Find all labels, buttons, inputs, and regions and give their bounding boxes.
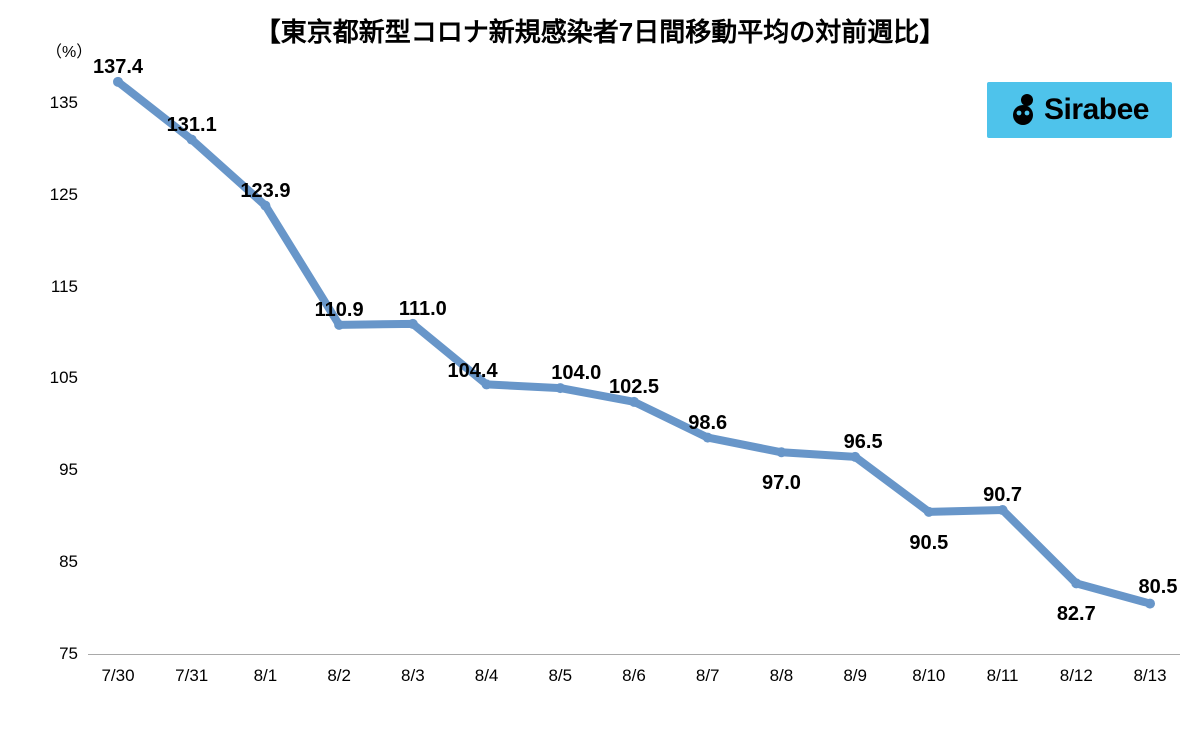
chart-container: 【東京都新型コロナ新規感染者7日間移動平均の対前週比】 （%） Sirabee … <box>0 0 1200 742</box>
x-tick-label: 8/6 <box>622 666 646 686</box>
data-point-label: 90.5 <box>909 532 948 555</box>
data-marker <box>776 447 786 457</box>
data-point-label: 110.9 <box>315 299 364 322</box>
data-marker <box>1145 599 1155 609</box>
y-tick-label: 95 <box>59 460 78 480</box>
data-point-label: 123.9 <box>240 180 290 203</box>
x-tick-label: 8/8 <box>770 666 794 686</box>
data-marker <box>924 507 934 517</box>
data-point-label: 98.6 <box>688 412 727 435</box>
data-point-label: 90.7 <box>983 484 1022 507</box>
y-axis-unit: （%） <box>46 38 92 62</box>
x-tick-label: 8/2 <box>327 666 351 686</box>
chart-title: 【東京都新型コロナ新規感染者7日間移動平均の対前週比】 <box>0 12 1200 49</box>
x-tick-label: 8/5 <box>548 666 572 686</box>
series-markers <box>113 77 1155 609</box>
data-point-label: 96.5 <box>844 431 883 454</box>
x-tick-label: 8/3 <box>401 666 425 686</box>
x-tick-label: 8/1 <box>254 666 278 686</box>
y-tick-label: 115 <box>51 277 78 297</box>
data-point-label: 131.1 <box>167 114 217 137</box>
y-tick-label: 105 <box>50 368 78 388</box>
data-point-label: 104.4 <box>448 360 498 383</box>
data-point-label: 104.0 <box>551 362 601 385</box>
series-polyline <box>118 82 1150 604</box>
data-point-label: 137.4 <box>93 56 143 79</box>
x-tick-label: 8/4 <box>475 666 499 686</box>
y-tick-label: 135 <box>50 93 78 113</box>
y-tick-label: 125 <box>50 185 78 205</box>
data-point-label: 97.0 <box>762 472 801 495</box>
x-tick-label: 8/9 <box>843 666 867 686</box>
x-tick-label: 8/12 <box>1060 666 1093 686</box>
data-marker <box>1071 578 1081 588</box>
y-tick-label: 85 <box>59 552 78 572</box>
data-point-label: 80.5 <box>1139 576 1178 599</box>
x-tick-label: 7/31 <box>175 666 208 686</box>
x-tick-label: 8/13 <box>1133 666 1166 686</box>
data-point-label: 82.7 <box>1057 603 1096 626</box>
data-point-label: 111.0 <box>399 298 447 321</box>
x-tick-label: 7/30 <box>101 666 134 686</box>
x-tick-label: 8/11 <box>987 666 1019 686</box>
x-tick-label: 8/10 <box>912 666 945 686</box>
data-point-label: 102.5 <box>609 376 659 399</box>
x-tick-label: 8/7 <box>696 666 720 686</box>
y-tick-label: 75 <box>59 644 78 664</box>
